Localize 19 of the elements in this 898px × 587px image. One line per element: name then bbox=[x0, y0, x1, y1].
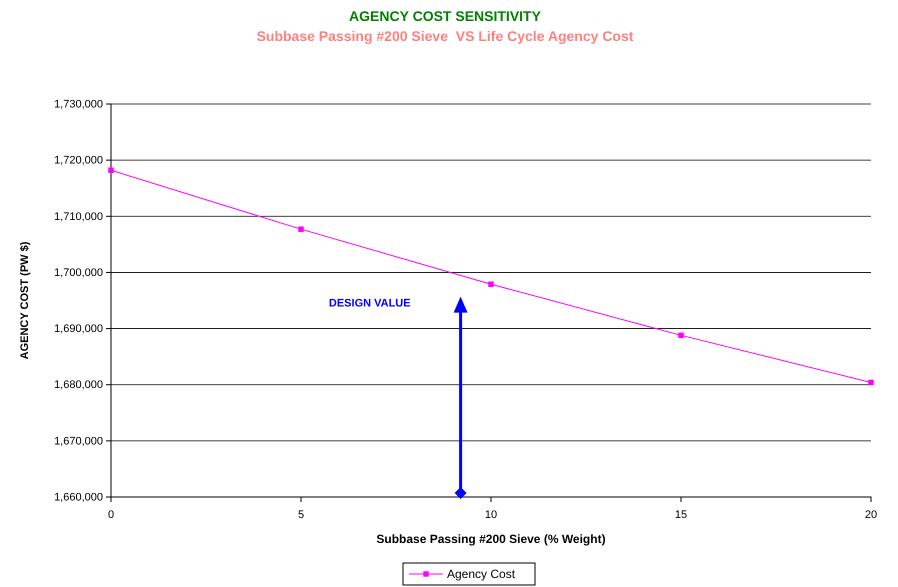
x-tick-label: 10 bbox=[484, 509, 498, 522]
y-tick-label: 1,690,000 bbox=[54, 323, 103, 336]
y-tick-label: 1,670,000 bbox=[54, 435, 103, 448]
x-tick-label: 20 bbox=[864, 509, 878, 522]
x-tick-label: 5 bbox=[298, 509, 304, 522]
y-tick-label: 1,730,000 bbox=[54, 98, 103, 111]
x-axis-title: Subbase Passing #200 Sieve (% Weight) bbox=[376, 532, 606, 546]
chart-subtitle: Subbase Passing #200 Sieve VS Life Cycle Agency Cost bbox=[256, 28, 634, 44]
x-tick-label: 15 bbox=[674, 509, 688, 522]
y-axis-title: AGENCY COST (PW $) bbox=[19, 241, 31, 360]
y-tick-label: 1,680,000 bbox=[54, 379, 103, 392]
y-tick-label: 1,700,000 bbox=[54, 266, 103, 279]
x-tick-label: 0 bbox=[108, 509, 114, 522]
ref-line-label: DESIGN VALUE bbox=[328, 298, 411, 310]
y-tick-label: 1,710,000 bbox=[54, 210, 103, 223]
y-tick-label: 1,720,000 bbox=[54, 154, 103, 167]
chart-title: AGENCY COST SENSITIVITY bbox=[349, 8, 542, 24]
legend-label: Agency Cost bbox=[447, 567, 516, 581]
y-tick-label: 1,660,000 bbox=[54, 492, 103, 504]
